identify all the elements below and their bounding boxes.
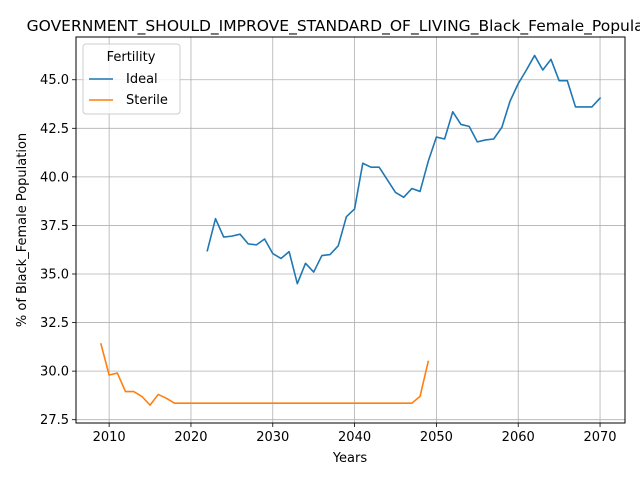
y-tick-label: 40.0 [40,170,69,185]
plot-frame [75,36,626,424]
legend-label-sterile: Sterile [126,93,168,108]
x-axis-label: Years [332,451,368,466]
x-tick-label: 2010 [93,430,126,445]
grid-layer [76,37,625,423]
legend-box [82,43,181,115]
chart-title: GOVERNMENT_SHOULD_IMPROVE_STANDARD_OF_LI… [27,17,640,36]
x-tick-label: 2040 [338,430,371,445]
legend-title: Fertility [107,50,156,65]
y-tick-label: 30.0 [40,365,69,380]
legend: Fertility Ideal Sterile [82,43,181,115]
series-line-sterile [99,342,430,406]
tick-layer: 2010 2020 2030 2040 2050 2060 2070 27.5 30.0 32.5… [40,73,617,445]
x-tick-label: 2020 [174,430,207,445]
y-tick-label: 45.0 [40,73,69,88]
y-tick-label: 35.0 [40,268,69,283]
y-tick-label: 32.5 [40,316,69,331]
series-layer [99,54,602,406]
y-tick-label: 27.5 [40,413,69,428]
legend-label-ideal: Ideal [126,72,158,87]
x-tick-label: 2070 [583,430,616,445]
y-axis-label: % of Black_Female Population [15,133,30,327]
series-line-ideal [206,54,602,285]
y-tick-label: 42.5 [40,122,69,137]
x-tick-label: 2050 [420,430,453,445]
y-tick-label: 37.5 [40,219,69,234]
x-tick-label: 2030 [256,430,289,445]
x-tick-label: 2060 [502,430,535,445]
